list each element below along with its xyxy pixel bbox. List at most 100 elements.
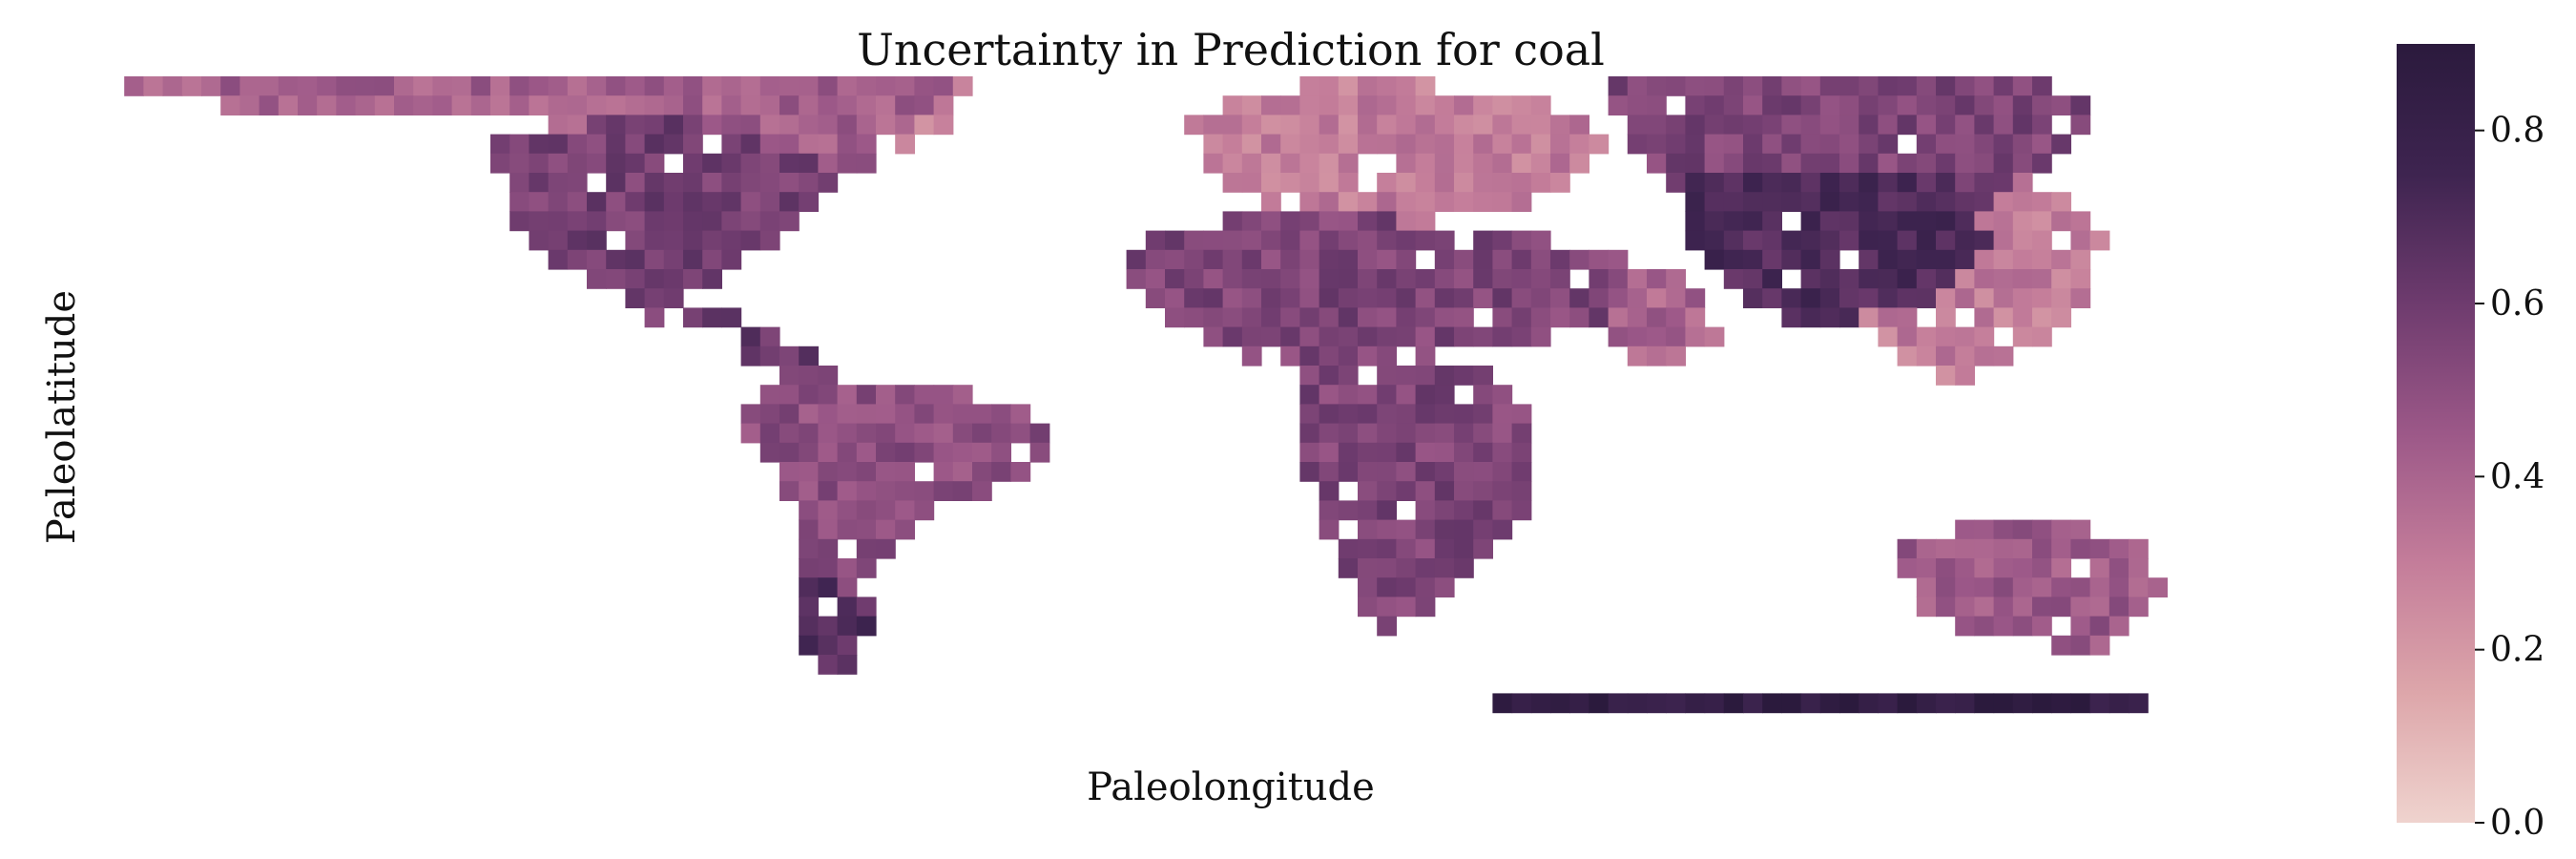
heatmap-cell [1723,134,1744,155]
heatmap-cell [2051,211,2071,232]
heatmap-cell [1454,538,1474,559]
heatmap-cell [1993,616,2014,637]
heatmap-cell [1338,326,1359,347]
heatmap-cell [1704,249,1725,270]
heatmap-cell [1993,192,2014,212]
heatmap-cell [933,95,954,115]
heatmap-cell [1974,249,1995,270]
heatmap-cell [1819,249,1840,270]
heatmap-cell [2032,597,2052,618]
heatmap-cell [1878,95,1899,115]
heatmap-cell [298,76,318,96]
heatmap-cell [740,230,761,251]
heatmap-cell [1723,269,1744,289]
heatmap-cell [1358,95,1378,115]
heatmap-cell [1819,307,1840,328]
heatmap-cell [1222,269,1243,289]
heatmap-cell [702,95,722,115]
heatmap-cell [799,597,819,618]
heatmap-cell [1993,269,2014,289]
heatmap-cell [1589,307,1610,328]
heatmap-cell [1415,597,1436,618]
heatmap-cell [1819,76,1840,96]
heatmap-cell [2012,134,2033,155]
heatmap-cell [1608,249,1629,270]
heatmap-cell [1434,288,1455,308]
heatmap-cell [1319,269,1340,289]
heatmap-cell [1993,538,2014,559]
heatmap-cell [876,442,896,463]
heatmap-cell [1358,500,1378,521]
heatmap-cell [1377,500,1397,521]
heatmap-cell [2032,134,2052,155]
heatmap-cell [1492,173,1513,193]
heatmap-cell [1685,307,1706,328]
heatmap-cell [298,95,318,115]
heatmap-cell [1473,173,1493,193]
heatmap-cell [1993,230,2014,251]
heatmap-cell [1222,153,1243,174]
heatmap-cell [644,192,665,212]
colorbar-gradient [2397,44,2475,823]
heatmap-cell [799,76,819,96]
heatmap-cell [1434,269,1455,289]
heatmap-cell [799,385,819,405]
heatmap-cell [876,462,896,482]
heatmap-cell [895,134,915,155]
heatmap-cell [1666,134,1686,155]
heatmap-cell [837,519,858,540]
heatmap-cell [2109,616,2129,637]
heatmap-cell [1184,249,1204,270]
heatmap-cell [1241,307,1262,328]
heatmap-cell [1878,134,1899,155]
heatmap-cell [1511,95,1532,115]
heatmap-cell [702,230,722,251]
heatmap-cell [972,442,992,463]
heatmap-cell [1993,519,2014,540]
heatmap-cell [548,134,569,155]
heatmap-cell [1377,519,1397,540]
heatmap-cell [779,211,800,232]
heatmap-cell [1261,249,1281,270]
heatmap-cell [1974,269,1995,289]
heatmap-cell [1530,95,1551,115]
heatmap-cell [1897,153,1918,174]
heatmap-cell [1916,288,1937,308]
heatmap-cell [779,134,800,155]
heatmap-cell [2012,230,2033,251]
heatmap-cell [1299,346,1320,367]
heatmap-cell [1974,326,1995,347]
heatmap-cell [856,153,877,174]
heatmap-cell [1299,211,1320,232]
heatmap-cell [876,481,896,501]
heatmap-cell [759,404,780,425]
heatmap-cell [740,192,761,212]
heatmap-cell [1762,230,1782,251]
heatmap-cell [779,153,800,174]
heatmap-cell [1800,269,1821,289]
heatmap-cell [606,192,626,212]
heatmap-cell [856,76,877,96]
heatmap-cell [1589,693,1610,714]
heatmap-cell [1993,95,2014,115]
heatmap-cell [1415,577,1436,597]
heatmap-cell [2012,211,2033,232]
heatmap-cell [317,76,337,96]
heatmap-cell [799,423,819,444]
heatmap-cell [2032,230,2052,251]
heatmap-cell [1819,115,1840,136]
heatmap-cell [1608,693,1629,714]
heatmap-cell [1454,173,1474,193]
heatmap-cell [876,385,896,405]
heatmap-cell [548,115,569,136]
heatmap-cell [2032,288,2052,308]
heatmap-cell [1241,288,1262,308]
heatmap-cell [991,462,1011,482]
heatmap-cell [933,481,954,501]
heatmap-cell [1511,423,1532,444]
heatmap-cell [2070,577,2091,597]
heatmap-cell [895,481,915,501]
heatmap-cell [1511,500,1532,521]
heatmap-cell [1550,307,1570,328]
